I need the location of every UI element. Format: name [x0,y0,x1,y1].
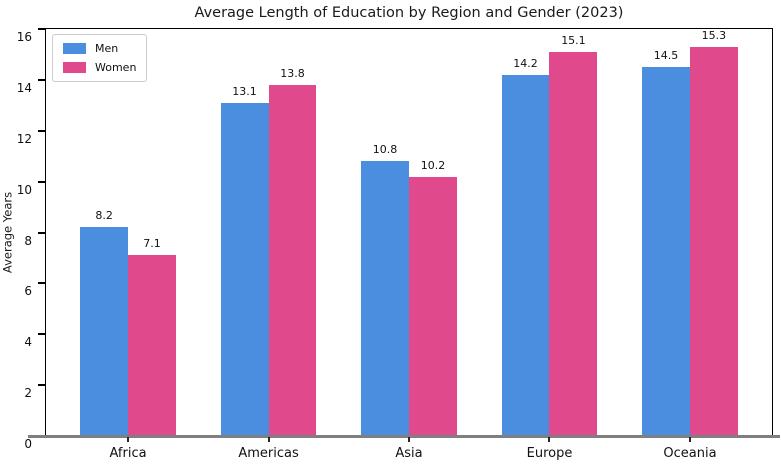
legend-label-men: Men [95,42,119,55]
bar-value-label: 7.1 [143,237,161,251]
y-tick-mark [37,180,45,183]
bar-value-label: 8.2 [95,209,113,223]
bar-women-americas [268,84,317,436]
y-tick-mark [37,28,45,30]
bar-value-label: 10.8 [372,143,398,157]
legend-label-women: Women [95,61,137,74]
legend-swatch-men [63,43,86,54]
bar-value-label: 13.8 [280,66,305,80]
y-axis-label: Average Years [0,191,15,274]
y-tick-label: 16 [16,30,32,44]
y-tick-label: 14 [16,80,32,95]
bar-value-label: 14.2 [513,56,538,70]
x-tick-mark [267,437,270,442]
bar-men-europe [501,74,550,436]
y-tick-mark [37,231,45,234]
y-tick-label: 6 [24,284,32,299]
y-tick-label: 12 [16,131,32,146]
y-tick-mark [37,384,45,387]
bar-value-label: 14.5 [653,49,679,63]
y-tick-mark [37,282,45,285]
x-tick-label: Africa [109,446,147,461]
bar-women-europe [549,51,598,436]
legend-item-men: Men [63,42,136,55]
bar-value-label: 13.1 [232,84,257,98]
bar-women-oceania [689,46,738,436]
x-tick-label: Asia [395,446,423,461]
x-tick-mark [548,437,551,442]
bar-men-americas [220,102,269,436]
y-tick-mark [37,129,45,132]
x-tick-mark [688,437,691,442]
x-axis-line [28,435,780,438]
legend-swatch-women [63,62,86,73]
bar-men-oceania [642,67,690,436]
x-tick-label: Americas [238,446,299,461]
plot-area: Men Women 0 2 4 6 8 10 12 14 16 Africa 8.2 7.1 Ameri… [17,28,780,461]
y-tick-label: 0 [24,437,32,451]
y-tick-label: 10 [16,182,32,197]
bar-women-asia [409,176,457,436]
bar-value-label: 10.2 [420,158,446,172]
bar-value-label: 15.1 [561,33,586,47]
bar-men-africa [80,227,129,436]
y-tick-label: 8 [24,233,32,248]
y-tick-label: 2 [24,386,32,401]
bar-men-asia [361,161,409,436]
y-tick-mark [37,78,45,81]
y-tick-label: 4 [24,335,32,350]
y-tick-mark [37,333,45,336]
legend: Men Women [52,34,148,82]
x-tick-label: Oceania [663,446,717,461]
x-tick-label: Europe [526,446,573,461]
bar-women-africa [128,255,176,436]
x-tick-mark [127,437,130,442]
bar-value-label: 15.3 [701,28,727,42]
legend-item-women: Women [63,61,136,74]
chart-title: Average Length of Education by Region an… [194,5,624,21]
x-tick-mark [408,437,410,442]
